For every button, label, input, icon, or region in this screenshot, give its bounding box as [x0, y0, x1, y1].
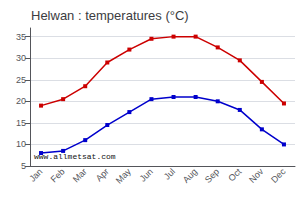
- svg-text:Jun: Jun: [138, 166, 155, 183]
- svg-text:Nov: Nov: [247, 166, 266, 185]
- svg-text:Mar: Mar: [71, 166, 89, 184]
- svg-text:Jan: Jan: [27, 166, 44, 183]
- svg-text:Sep: Sep: [203, 166, 221, 184]
- svg-text:Jul: Jul: [162, 166, 177, 181]
- svg-text:10: 10: [16, 139, 26, 149]
- svg-text:35: 35: [16, 32, 26, 42]
- svg-text:www.allmetsat.com: www.allmetsat.com: [34, 152, 116, 161]
- svg-text:30: 30: [16, 53, 26, 63]
- svg-text:Apr: Apr: [94, 166, 111, 183]
- svg-text:Aug: Aug: [181, 166, 199, 184]
- svg-text:15: 15: [16, 118, 26, 128]
- svg-text:25: 25: [16, 75, 26, 85]
- svg-text:5: 5: [21, 161, 26, 171]
- svg-text:Feb: Feb: [49, 166, 67, 184]
- svg-text:May: May: [114, 166, 133, 185]
- svg-text:Dec: Dec: [269, 166, 288, 185]
- svg-text:Helwan : temperatures (°C): Helwan : temperatures (°C): [31, 8, 189, 23]
- svg-text:20: 20: [16, 96, 26, 106]
- svg-text:Oct: Oct: [226, 166, 243, 183]
